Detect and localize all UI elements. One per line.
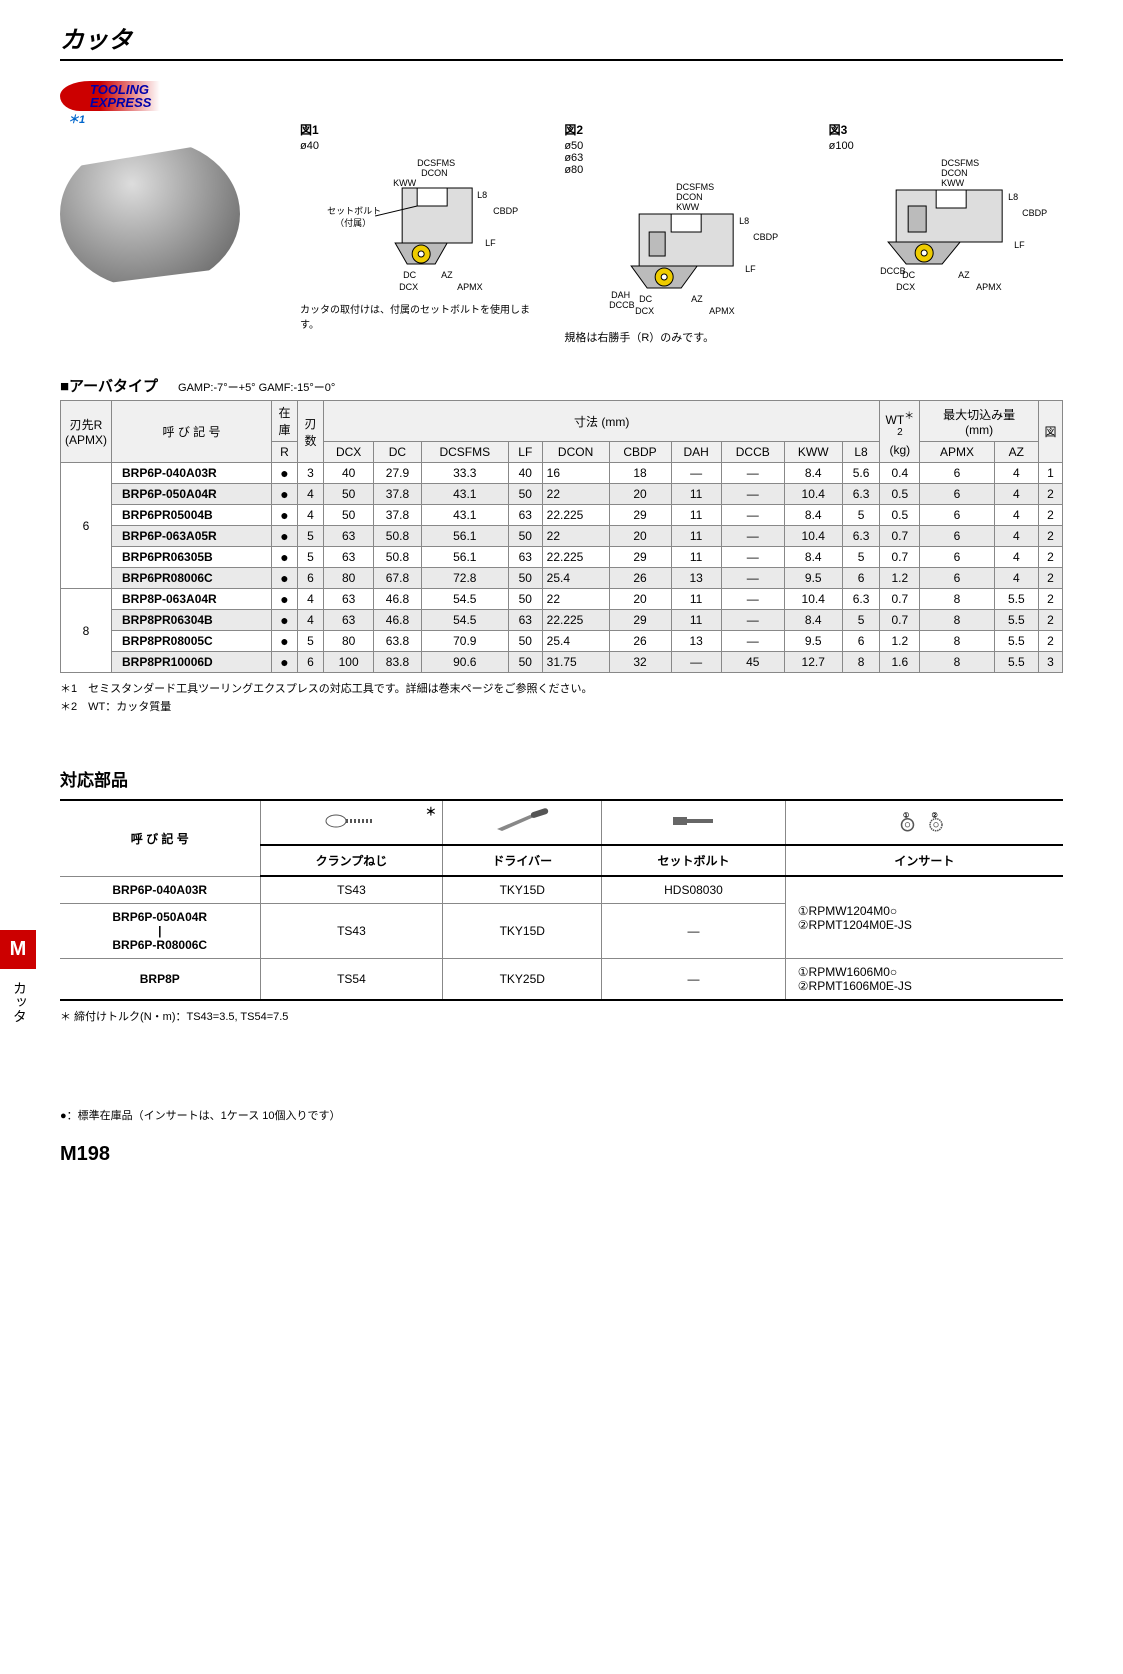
svg-text:CBDP: CBDP — [753, 232, 778, 242]
svg-text:LF: LF — [745, 264, 756, 274]
svg-text:APMX: APMX — [976, 282, 1002, 292]
insert-icon: ①② — [894, 807, 954, 835]
bolt-icon — [663, 807, 723, 835]
side-tab-label: カッタ — [0, 969, 40, 1035]
table-row: 6BRP6P-040A03R●34027.933.3401618——8.45.6… — [61, 463, 1063, 484]
svg-text:（付属）: （付属） — [335, 218, 371, 228]
svg-text:DAH: DAH — [611, 290, 630, 300]
svg-text:DCON: DCON — [421, 168, 448, 178]
svg-text:DC: DC — [639, 294, 652, 304]
diagram-1-svg: DCSFMS DCON KWW セットボルト （付属） L8 CBDP LF D… — [300, 156, 534, 296]
svg-text:APMX: APMX — [709, 306, 735, 316]
table-row: BRP8PR06304B●46346.854.56322.2252911—8.4… — [61, 610, 1063, 631]
spec-note: 規格は右勝手（R）のみです。 — [564, 329, 798, 345]
svg-text:CBDP: CBDP — [493, 206, 518, 216]
side-tab: M カッタ — [0, 930, 36, 1035]
product-photo — [60, 139, 240, 289]
svg-text:L8: L8 — [1008, 192, 1018, 202]
svg-text:AZ: AZ — [958, 270, 970, 280]
table-row: BRP6P-063A05R●56350.856.150222011—10.46.… — [61, 526, 1063, 547]
svg-text:APMX: APMX — [457, 282, 483, 292]
diagram-1-note: カッタの取付けは、付属のセットボルトを使用します。 — [300, 301, 534, 331]
svg-text:DCX: DCX — [635, 306, 654, 316]
page-number: M198 — [60, 1143, 1063, 1166]
svg-text:KWW: KWW — [393, 178, 416, 188]
page-title: カッタ — [60, 20, 1063, 61]
top-section: TOOLINGEXPRESS ＊1 図1 ø40 DCSFMS DCON KWW… — [60, 81, 1063, 345]
svg-text:DCX: DCX — [896, 282, 915, 292]
svg-text:L8: L8 — [739, 216, 749, 226]
screw-icon — [321, 807, 381, 835]
svg-text:DCON: DCON — [676, 192, 703, 202]
diagram-2: 図2 ø50 ø63 ø80 DCSFMS DCON KWW L8 CBDP L… — [564, 121, 798, 345]
table-row: BRP6PR05004B●45037.843.16322.2252911—8.4… — [61, 505, 1063, 526]
parts-title: 対応部品 — [60, 766, 1063, 791]
svg-text:DC: DC — [403, 270, 416, 280]
footnote-1: ＊1 セミスタンダード工具ツーリングエクスプレスの対応工具です。詳細は巻末ページ… — [60, 681, 1063, 699]
table-row: BRP8PR10006D●610083.890.65031.7532—4512.… — [61, 652, 1063, 673]
gamp-values: GAMP:-7°ー+5° GAMF:-15°ー0° — [178, 379, 335, 395]
svg-text:KWW: KWW — [941, 178, 964, 188]
footnotes: ＊1 セミスタンダード工具ツーリングエクスプレスの対応工具です。詳細は巻末ページ… — [60, 681, 1063, 716]
svg-text:LF: LF — [485, 238, 496, 248]
svg-text:DC: DC — [902, 270, 915, 280]
torque-note: ＊ 締付けトルク(N・m)：TS43=3.5, TS54=7.5 — [60, 1009, 1063, 1027]
svg-text:KWW: KWW — [676, 202, 699, 212]
diagram-2-svg: DCSFMS DCON KWW L8 CBDP LF DAH DCCB DC D… — [564, 180, 798, 320]
arbor-type-heading: ■アーバタイプ GAMP:-7°ー+5° GAMF:-15°ー0° — [60, 375, 1063, 396]
diagram-3-svg: DCSFMS DCON KWW L8 CBDP LF DCCB DC DCX A… — [829, 156, 1063, 296]
parts-table: 呼 び 記 号 ＊ ①② クランプねじ ドライバー セットボル — [60, 799, 1063, 1001]
table-row: BRP6P-040A03R TS43 TKY15D HDS08030 ①RPMW… — [60, 876, 1063, 904]
stock-note: ●：標準在庫品（インサートは、1ケース 10個入りです） — [60, 1107, 1063, 1123]
table-row: BRP8P TS54 TKY25D — ①RPMW1606M0○②RPMT160… — [60, 959, 1063, 1001]
svg-text:DCON: DCON — [941, 168, 968, 178]
svg-text:DCSFMS: DCSFMS — [941, 158, 979, 168]
side-tab-letter: M — [0, 930, 36, 969]
logo-asterisk: ＊1 — [68, 114, 85, 126]
svg-text:AZ: AZ — [691, 294, 703, 304]
tooling-express-logo: TOOLINGEXPRESS ＊1 — [60, 81, 280, 127]
table-row: 8BRP8P-063A04R●46346.854.550222011—10.46… — [61, 589, 1063, 610]
svg-text:CBDP: CBDP — [1022, 208, 1047, 218]
table-row: BRP6P-050A04R●45037.843.150222011—10.46.… — [61, 484, 1063, 505]
driver-icon — [492, 807, 552, 835]
footnote-2: ＊2 WT：カッタ質量 — [60, 699, 1063, 717]
svg-text:DCCB: DCCB — [609, 300, 635, 310]
dimensions-table: 刃先R(APMX) 呼 び 記 号 在庫 刃数 寸法 (mm) WT＊2(kg)… — [60, 400, 1063, 673]
table-row: BRP6PR06305B●56350.856.16322.2252911—8.4… — [61, 547, 1063, 568]
svg-text:セットボルト: セットボルト — [327, 206, 381, 216]
diagram-3: 図3 ø100 DCSFMS DCON KWW L8 CBDP LF DCCB … — [829, 121, 1063, 345]
svg-text:L8: L8 — [477, 190, 487, 200]
table-row: BRP8PR08005C●58063.870.95025.42613—9.561… — [61, 631, 1063, 652]
svg-text:DCX: DCX — [399, 282, 418, 292]
diagrams-row: 図1 ø40 DCSFMS DCON KWW セットボルト （付属） L8 CB… — [300, 81, 1063, 345]
table-row: BRP6PR08006C●68067.872.85025.42613—9.561… — [61, 568, 1063, 589]
svg-text:DCSFMS: DCSFMS — [417, 158, 455, 168]
svg-text:AZ: AZ — [441, 270, 453, 280]
diagram-1: 図1 ø40 DCSFMS DCON KWW セットボルト （付属） L8 CB… — [300, 121, 534, 345]
svg-text:LF: LF — [1014, 240, 1025, 250]
logo-photo-block: TOOLINGEXPRESS ＊1 — [60, 81, 280, 289]
svg-text:DCSFMS: DCSFMS — [676, 182, 714, 192]
